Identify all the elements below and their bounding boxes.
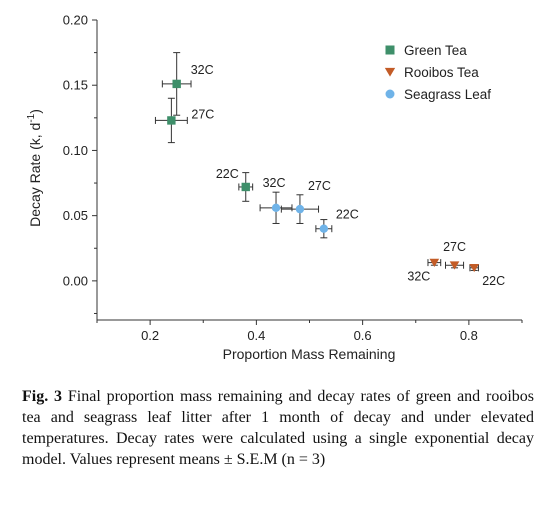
data-point (429, 258, 440, 267)
point-label: 32C (407, 270, 430, 284)
x-tick-label: 0.4 (247, 328, 265, 343)
annotations-layer: 32C 27C 22C 32C 27C 22C 32C 27C 22C (191, 63, 505, 288)
point-label: 22C (216, 167, 239, 181)
point-label: 22C (336, 208, 359, 222)
data-point (469, 263, 480, 273)
data-point (271, 203, 281, 213)
x-axis-title: Proportion Mass Remaining (223, 346, 396, 362)
data-point (241, 182, 250, 192)
legend-marker (385, 45, 395, 55)
y-tick-label: 0.15 (63, 78, 88, 93)
legend: Green Tea Rooibos Tea Seagrass Leaf (384, 43, 491, 102)
y-axis-title-main: Decay Rate (k, d (27, 123, 43, 227)
data-point (449, 261, 460, 270)
y-tick-label: 0.05 (63, 208, 88, 223)
data-point (319, 224, 329, 233)
error-bars-layer (154, 52, 479, 272)
legend-label: Seagrass Leaf (404, 87, 491, 102)
caption-label: Fig. 3 (22, 388, 63, 405)
y-tick-label: 0.20 (63, 13, 88, 28)
legend-label: Green Tea (404, 43, 467, 58)
point-label: 32C (191, 63, 214, 77)
figure-caption: Fig. 3 Final proportion mass remaining a… (22, 386, 534, 470)
legend-label: Rooibos Tea (404, 65, 479, 80)
y-tick-label: 0.00 (63, 273, 88, 288)
axes-layer: 0.2 0.4 0.6 0.8 0.00 0.05 0.10 0.15 0.20 (63, 13, 523, 343)
y-axis-title-close: ) (27, 109, 43, 114)
legend-marker (384, 67, 396, 77)
point-label: 22C (482, 274, 505, 288)
data-point (167, 116, 176, 125)
markers-layer (167, 79, 480, 273)
point-label: 27C (443, 240, 466, 254)
scatter-chart: 0.2 0.4 0.6 0.8 0.00 0.05 0.10 0.15 0.20 32C 27C 2… (26, 13, 523, 362)
y-axis-title: Decay Rate (k, d-1) (26, 109, 43, 227)
point-label: 32C (263, 176, 286, 190)
x-tick-label: 0.2 (141, 328, 159, 343)
x-tick-label: 0.8 (460, 328, 478, 343)
point-label: 27C (308, 179, 331, 193)
caption-text: Final proportion mass remaining and deca… (22, 388, 535, 468)
data-point (295, 204, 305, 214)
y-axis-title-sup: -1 (26, 113, 37, 122)
x-tick-label: 0.6 (354, 328, 372, 343)
legend-marker (385, 89, 395, 99)
data-point (172, 79, 181, 89)
y-tick-label: 0.10 (63, 143, 88, 158)
point-label: 27C (191, 107, 214, 121)
